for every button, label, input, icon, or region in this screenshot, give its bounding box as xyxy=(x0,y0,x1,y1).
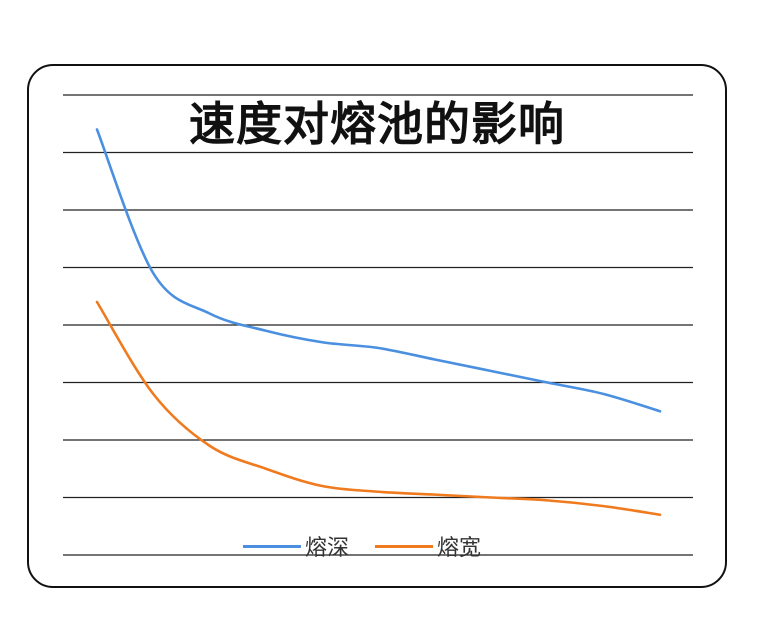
grid-lines xyxy=(63,94,693,556)
chart-title: 速度对熔池的影响 xyxy=(189,97,565,151)
series-line-depth xyxy=(95,128,662,413)
series-lines xyxy=(95,128,662,517)
legend: 熔深 熔宽 xyxy=(243,531,507,561)
legend-swatch-width xyxy=(375,544,434,548)
series-line-width xyxy=(95,300,662,517)
legend-item-depth: 熔深 xyxy=(243,530,349,562)
legend-label-depth: 熔深 xyxy=(305,536,350,561)
chart-frame xyxy=(27,64,727,588)
legend-item-width: 熔宽 xyxy=(375,530,481,562)
legend-label-width: 熔宽 xyxy=(437,536,482,561)
legend-swatch-depth xyxy=(243,544,301,548)
